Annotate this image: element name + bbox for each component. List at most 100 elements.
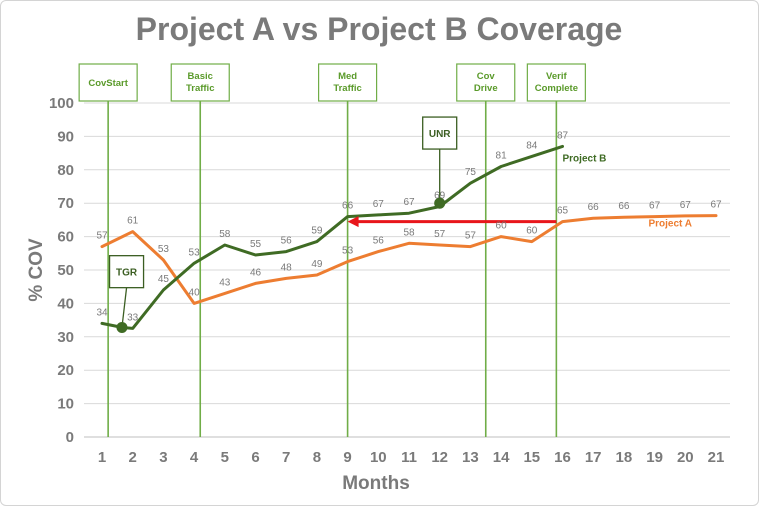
- coverage-gap-arrow-head: [347, 216, 359, 228]
- chart-title: Project A vs Project B Coverage: [136, 11, 623, 47]
- x-tick-19: 19: [646, 449, 663, 466]
- data-label-b-0: 34: [96, 307, 108, 318]
- callout-label-1: UNR: [429, 129, 451, 140]
- data-label-b-12: 75: [465, 167, 477, 178]
- y-tick-30: 30: [57, 329, 74, 346]
- callout-box-0: [108, 255, 145, 289]
- x-tick-6: 6: [251, 449, 259, 466]
- callout-marker-1: [434, 197, 446, 209]
- milestone-label-2-1: Traffic: [333, 83, 362, 94]
- series-label-0: Project B: [563, 153, 607, 164]
- data-label-a-17: 66: [618, 201, 630, 212]
- data-label-a-14: 60: [526, 226, 538, 237]
- series-label-1: Project A: [648, 219, 692, 230]
- y-tick-100: 100: [49, 95, 74, 112]
- callout-label-0: TGR: [116, 268, 138, 279]
- x-tick-16: 16: [554, 449, 571, 466]
- y-tick-80: 80: [57, 162, 74, 179]
- data-label-b-9: 67: [373, 199, 385, 210]
- data-label-a-11: 57: [434, 229, 446, 240]
- y-tick-20: 20: [57, 362, 74, 379]
- x-tick-17: 17: [585, 449, 602, 466]
- milestone-label-0-0: CovStart: [88, 78, 128, 89]
- milestone-box-3: [456, 63, 516, 102]
- data-label-a-9: 56: [373, 236, 385, 247]
- x-tick-20: 20: [677, 449, 694, 466]
- milestone-label-4-1: Complete: [535, 83, 578, 94]
- gridlines: [84, 102, 730, 438]
- data-label-a-0: 57: [96, 231, 108, 242]
- data-label-a-12: 57: [465, 231, 477, 242]
- data-label-b-7: 59: [311, 226, 323, 237]
- series-line-project-b: [100, 144, 564, 330]
- data-label-a-10: 58: [403, 227, 415, 238]
- data-label-b-14: 84: [526, 140, 538, 151]
- x-tick-11: 11: [401, 449, 417, 466]
- y-axis-title: % COV: [26, 238, 47, 302]
- y-tick-90: 90: [57, 128, 74, 145]
- data-label-a-2: 53: [158, 244, 170, 255]
- data-label-a-1: 61: [127, 216, 139, 227]
- y-tick-0: 0: [66, 429, 74, 446]
- callout-box-1: [422, 116, 458, 150]
- data-label-a-16: 66: [588, 202, 600, 213]
- data-label-b-1: 33: [127, 312, 139, 323]
- x-tick-2: 2: [129, 449, 137, 466]
- y-tick-50: 50: [57, 262, 74, 279]
- x-tick-15: 15: [523, 449, 540, 466]
- x-tick-9: 9: [343, 449, 351, 466]
- y-tick-10: 10: [57, 396, 74, 413]
- milestone-box-4: [526, 63, 586, 102]
- callouts: TGR UNR: [108, 116, 458, 333]
- x-tick-21: 21: [708, 449, 725, 466]
- milestone-label-1-1: Traffic: [186, 83, 215, 94]
- data-label-a-6: 48: [281, 262, 293, 273]
- data-label-a-8: 53: [342, 246, 354, 257]
- x-tick-14: 14: [493, 449, 510, 466]
- y-tick-40: 40: [57, 295, 74, 312]
- series-lines: [100, 144, 718, 330]
- milestone-label-2-0: Med: [338, 71, 357, 82]
- x-tick-1: 1: [98, 449, 106, 466]
- data-label-a-13: 60: [496, 221, 508, 232]
- milestone-box-1: [170, 63, 230, 102]
- data-label-b-13: 81: [496, 150, 508, 161]
- data-label-b-15: 87: [557, 130, 569, 141]
- data-label-a-3: 40: [189, 287, 201, 298]
- data-label-a-4: 43: [219, 277, 231, 288]
- x-tick-18: 18: [616, 449, 633, 466]
- data-label-a-15: 65: [557, 206, 569, 217]
- x-tick-8: 8: [313, 449, 321, 466]
- x-tick-4: 4: [190, 449, 199, 466]
- y-tick-70: 70: [57, 195, 74, 212]
- milestone-label-1-0: Basic: [188, 71, 213, 82]
- data-label-a-7: 49: [311, 259, 323, 270]
- x-tick-10: 10: [370, 449, 387, 466]
- data-label-b-5: 55: [250, 239, 262, 250]
- x-tick-12: 12: [431, 449, 448, 466]
- data-label-a-19: 67: [680, 200, 692, 211]
- data-label-b-2: 45: [158, 274, 170, 285]
- x-tick-7: 7: [282, 449, 290, 466]
- data-label-a-5: 46: [250, 267, 262, 278]
- data-label-a-18: 67: [649, 201, 661, 212]
- data-labels: 57 61 53 40 43 46 48 49 53 56 58 57 57 60 60 65 66 66 67 67…: [96, 130, 722, 323]
- x-axis-title: Months: [342, 473, 410, 494]
- data-label-a-20: 67: [710, 200, 722, 211]
- data-label-b-8: 66: [342, 201, 354, 212]
- milestone-box-0: [78, 63, 138, 102]
- series-line-project-a: [100, 214, 718, 305]
- milestone-box-2: [318, 63, 378, 102]
- milestone-label-3-0: Cov: [477, 71, 496, 82]
- data-label-b-10: 67: [403, 197, 415, 208]
- data-label-b-4: 58: [219, 229, 231, 240]
- data-label-b-3: 53: [189, 247, 201, 258]
- callout-stem-0: [121, 287, 128, 328]
- y-tick-60: 60: [57, 229, 74, 246]
- data-label-b-6: 56: [281, 236, 293, 247]
- x-tick-13: 13: [462, 449, 479, 466]
- milestone-label-3-1: Drive: [474, 83, 498, 94]
- x-tick-3: 3: [159, 449, 167, 466]
